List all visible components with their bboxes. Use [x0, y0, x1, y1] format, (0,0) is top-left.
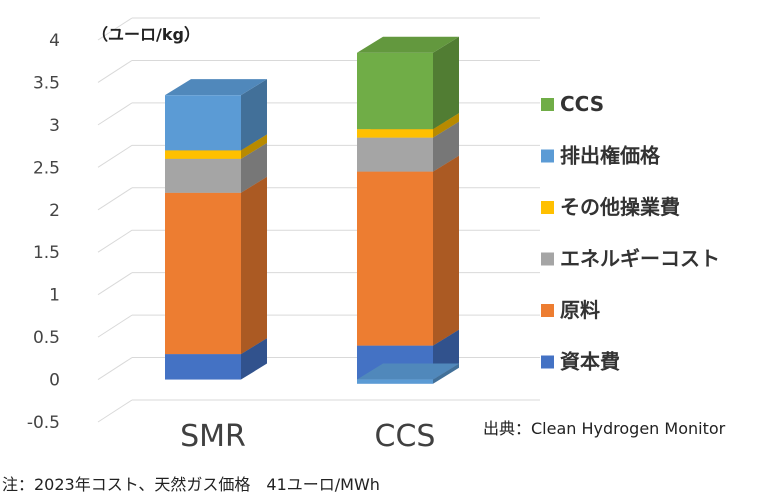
gridline-depth [97, 314, 133, 338]
legend-swatch [541, 252, 554, 266]
bar-front [165, 354, 241, 380]
gridline-depth [97, 229, 133, 253]
gridline-depth [97, 102, 133, 126]
y-tick-label: 2 [49, 201, 60, 221]
bar-segment [357, 155, 459, 346]
bar-side [433, 121, 459, 172]
bar-segment [357, 363, 459, 384]
y-tick-label: 4 [49, 31, 60, 51]
legend-swatch [541, 304, 554, 317]
gridline-depth [97, 357, 133, 380]
source-note: 出典：Clean Hydrogen Monitor [483, 419, 726, 438]
bar-side [241, 134, 267, 159]
gridline-depth [97, 272, 133, 296]
legend-label: 排出権価格 [560, 144, 661, 168]
bar-front [165, 192, 241, 355]
bars [165, 36, 459, 384]
y-tick-label: 1.5 [33, 243, 60, 263]
bar-side [433, 363, 459, 384]
bar-front [165, 150, 241, 159]
legend-label: その他操業費 [560, 195, 680, 219]
category-label: CCS [375, 419, 436, 454]
bar-top [357, 36, 459, 53]
gridline-depth [97, 187, 133, 211]
bar-side [241, 142, 267, 193]
bar-segment [357, 36, 459, 130]
bar-segment [165, 79, 267, 151]
legend-item: CCS [541, 92, 604, 116]
bar-segment [165, 176, 267, 355]
y-tick-label: 3.5 [33, 73, 60, 93]
gridline-depth [97, 144, 133, 168]
bar-front [357, 52, 433, 130]
legend-item: 排出権価格 [541, 144, 661, 168]
bar-front [165, 158, 241, 193]
category-label: SMR [180, 419, 246, 454]
y-tick-label: 2.5 [33, 158, 60, 178]
y-tick-label: 0 [49, 371, 60, 391]
legend-item: エネルギーコスト [541, 247, 720, 271]
legend-item: 資本費 [541, 350, 620, 374]
legend-label: CCS [560, 92, 604, 116]
gridline-depth [97, 399, 133, 423]
footnote: 注：2023年コスト、天然ガス価格 41ユーロ/MWh [2, 475, 380, 494]
y-tick-label: 0.5 [33, 328, 60, 348]
legend-swatch [541, 149, 554, 163]
gridline-depth [97, 60, 133, 83]
bar-side [241, 338, 267, 380]
bar-side [433, 113, 459, 138]
gridlines [97, 17, 540, 423]
legend-label: 原料 [560, 298, 600, 322]
bar-front [357, 137, 433, 172]
y-tick-label: 3 [49, 116, 60, 136]
x-axis-categories: SMR CCS [180, 419, 435, 454]
bar-top [165, 79, 267, 96]
bar-side [241, 176, 267, 355]
bar-top [357, 363, 459, 380]
bar-side [433, 36, 459, 130]
legend-swatch [541, 201, 554, 214]
bar-front [357, 129, 433, 138]
legend-item: 原料 [541, 298, 600, 322]
legend-item: その他操業費 [541, 195, 680, 219]
y-tick-label: -0.5 [27, 413, 60, 433]
gridline-depth [97, 17, 133, 41]
bar-front [165, 95, 241, 151]
legend-label: エネルギーコスト [560, 247, 720, 271]
y-axis-ticks: -0.5 0 0.5 1 1.5 2 2.5 3 3.5 4 [27, 31, 60, 433]
legend-swatch [541, 98, 554, 111]
y-tick-label: 1 [49, 286, 60, 306]
y-axis-unit-label: （ユーロ/kg） [92, 25, 200, 44]
bar-side [241, 79, 267, 151]
bar-side [433, 155, 459, 346]
legend-label: 資本費 [560, 350, 620, 374]
bar-front [357, 171, 433, 346]
legend-swatch [541, 355, 554, 369]
bar-front [357, 379, 433, 384]
